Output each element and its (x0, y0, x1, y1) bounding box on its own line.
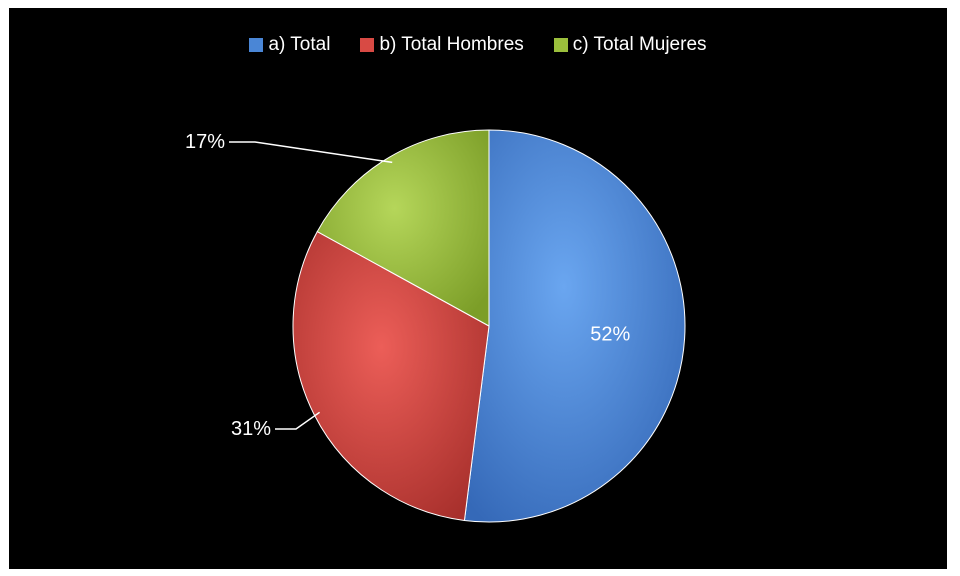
pie-slice-mujeres (316, 129, 490, 327)
legend-label-mujeres: c) Total Mujeres (572, 34, 707, 55)
legend-swatch-hombres (360, 38, 375, 52)
pie-slice-hombres (292, 230, 490, 522)
pie-slice-total (463, 129, 686, 523)
legend-swatch-total (249, 38, 264, 52)
leader-line-hombres (275, 411, 321, 430)
data-label-mujeres: 17% (185, 131, 225, 153)
data-label-total: 52% (590, 324, 630, 346)
legend-swatch-mujeres (553, 38, 568, 52)
legend-item-total: a) Total (249, 34, 330, 56)
leader-line-mujeres (229, 141, 393, 164)
legend-item-hombres: b) Total Hombres (360, 34, 524, 56)
legend-label-total: a) Total (268, 34, 331, 55)
data-label-hombres: 31% (231, 418, 271, 440)
chart-area: a) Total b) Total Hombres c) Total Mujer… (9, 8, 947, 569)
legend-item-mujeres: c) Total Mujeres (553, 34, 707, 56)
legend: a) Total b) Total Hombres c) Total Mujer… (9, 34, 947, 56)
legend-label-hombres: b) Total Hombres (379, 34, 524, 55)
pie-chart: 52% 31% 17% (185, 129, 686, 523)
